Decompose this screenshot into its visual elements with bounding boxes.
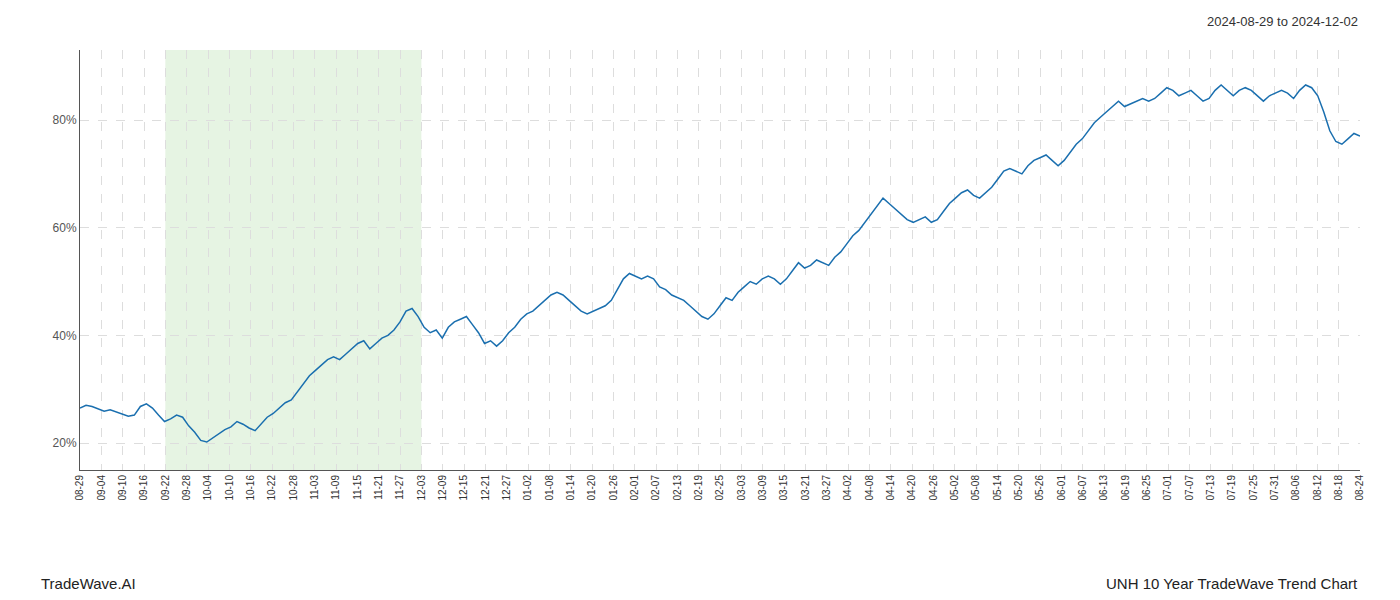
svg-text:03-27: 03-27: [821, 475, 832, 501]
svg-text:11-15: 11-15: [352, 475, 363, 500]
svg-text:03-09: 03-09: [757, 475, 768, 501]
svg-text:01-02: 01-02: [522, 475, 533, 501]
svg-text:06-07: 06-07: [1077, 475, 1088, 501]
svg-text:20%: 20%: [53, 436, 77, 450]
svg-text:12-27: 12-27: [501, 475, 512, 501]
svg-text:07-07: 07-07: [1184, 475, 1195, 501]
svg-text:02-07: 02-07: [650, 475, 661, 501]
svg-text:UNH 10 Year TradeWave Trend Ch: UNH 10 Year TradeWave Trend Chart: [1106, 575, 1358, 592]
svg-text:07-01: 07-01: [1162, 475, 1173, 501]
svg-text:08-06: 08-06: [1290, 475, 1301, 501]
svg-text:04-08: 04-08: [864, 475, 875, 501]
svg-text:12-15: 12-15: [458, 475, 469, 501]
svg-text:60%: 60%: [53, 221, 77, 235]
svg-text:07-13: 07-13: [1205, 475, 1216, 501]
svg-text:07-19: 07-19: [1226, 475, 1237, 501]
svg-text:01-14: 01-14: [565, 475, 576, 501]
svg-text:05-02: 05-02: [949, 475, 960, 501]
svg-text:04-02: 04-02: [842, 475, 853, 501]
svg-text:06-25: 06-25: [1141, 475, 1152, 501]
svg-text:03-03: 03-03: [736, 475, 747, 501]
svg-text:04-20: 04-20: [906, 475, 917, 501]
svg-text:10-10: 10-10: [224, 475, 235, 501]
svg-text:09-22: 09-22: [160, 475, 171, 501]
svg-text:05-08: 05-08: [970, 475, 981, 501]
svg-text:01-08: 01-08: [544, 475, 555, 501]
svg-text:05-14: 05-14: [992, 475, 1003, 501]
svg-text:07-25: 07-25: [1248, 475, 1259, 501]
svg-text:02-25: 02-25: [714, 475, 725, 501]
svg-text:07-31: 07-31: [1269, 475, 1280, 501]
svg-text:09-28: 09-28: [181, 475, 192, 501]
svg-text:10-22: 10-22: [266, 475, 277, 501]
svg-text:09-16: 09-16: [138, 475, 149, 501]
svg-text:10-28: 10-28: [288, 475, 299, 501]
svg-text:05-26: 05-26: [1034, 475, 1045, 501]
svg-text:12-03: 12-03: [416, 475, 427, 501]
svg-text:40%: 40%: [53, 329, 77, 343]
svg-text:03-21: 03-21: [800, 475, 811, 501]
svg-text:10-16: 10-16: [245, 475, 256, 501]
svg-text:03-15: 03-15: [778, 475, 789, 501]
svg-text:12-21: 12-21: [480, 475, 491, 501]
svg-text:06-01: 06-01: [1056, 475, 1067, 501]
svg-text:05-20: 05-20: [1013, 475, 1024, 501]
svg-text:06-13: 06-13: [1098, 475, 1109, 501]
svg-text:01-20: 01-20: [586, 475, 597, 501]
svg-text:80%: 80%: [53, 113, 77, 127]
svg-text:11-27: 11-27: [394, 475, 405, 500]
svg-text:04-26: 04-26: [928, 475, 939, 501]
svg-text:TradeWave.AI: TradeWave.AI: [41, 575, 136, 592]
svg-text:08-12: 08-12: [1312, 475, 1323, 501]
svg-text:2024-08-29 to 2024-12-02: 2024-08-29 to 2024-12-02: [1207, 14, 1358, 29]
svg-text:02-01: 02-01: [629, 475, 640, 501]
svg-text:08-18: 08-18: [1333, 475, 1344, 501]
svg-text:08-29: 08-29: [74, 475, 85, 501]
svg-text:02-19: 02-19: [693, 475, 704, 501]
svg-text:06-19: 06-19: [1120, 475, 1131, 501]
svg-text:09-10: 09-10: [117, 475, 128, 501]
svg-text:01-26: 01-26: [608, 475, 619, 501]
svg-text:11-21: 11-21: [373, 475, 384, 500]
svg-text:12-09: 12-09: [437, 475, 448, 501]
svg-text:09-04: 09-04: [96, 475, 107, 501]
svg-text:10-04: 10-04: [202, 475, 213, 501]
svg-text:02-13: 02-13: [672, 475, 683, 501]
svg-text:08-24: 08-24: [1354, 475, 1365, 501]
svg-text:04-14: 04-14: [885, 475, 896, 501]
svg-text:11-03: 11-03: [309, 475, 320, 500]
svg-text:11-09: 11-09: [330, 475, 341, 500]
